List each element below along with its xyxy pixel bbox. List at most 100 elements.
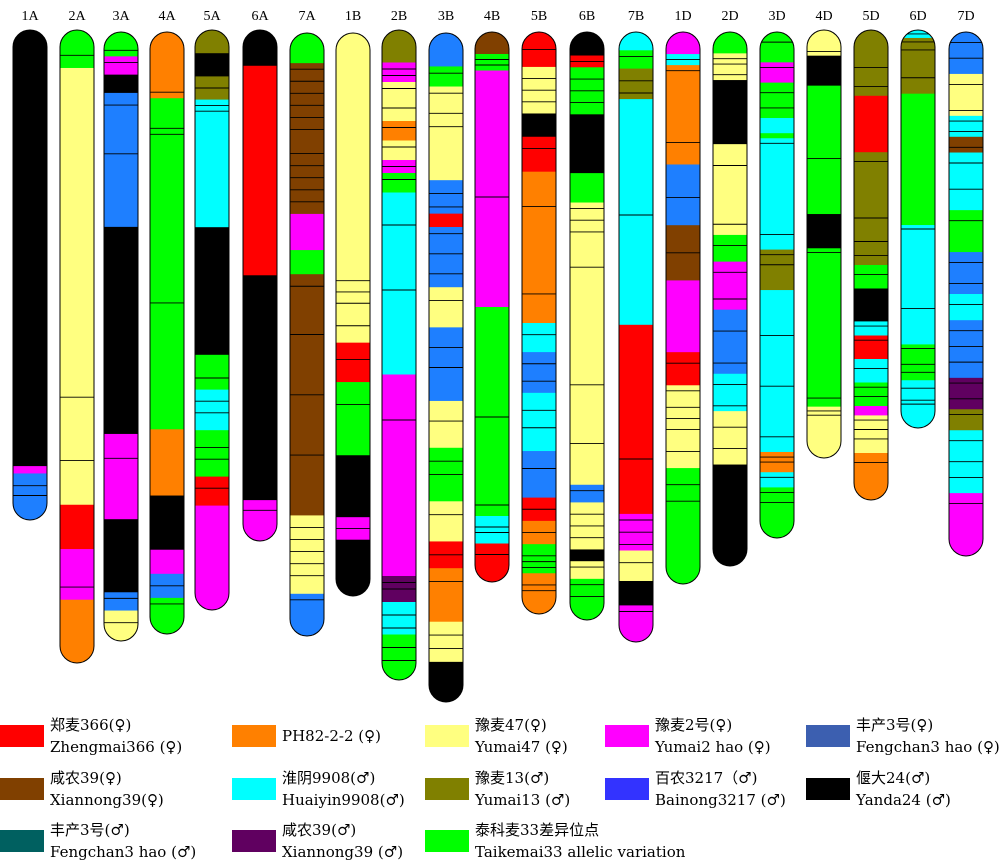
chromosome-band — [949, 493, 983, 556]
legend-swatch — [605, 725, 649, 747]
chromosome-band — [475, 543, 509, 582]
legend-swatch — [232, 725, 276, 747]
legend-label-en: Yumai47 (♀) — [475, 738, 568, 756]
chromosome-band — [854, 95, 888, 153]
chromosome-1D — [666, 32, 700, 584]
chromosome-band — [195, 53, 229, 77]
legend-swatch — [0, 778, 44, 800]
chromosome-band — [760, 487, 794, 538]
chromosome-band — [290, 33, 324, 64]
chromosome-band — [619, 324, 653, 515]
legend-label-cn: 丰产3号(♂) — [50, 821, 130, 839]
chromosome-band — [854, 415, 888, 454]
chromosome-6B — [570, 32, 604, 620]
chromosome-label: 6D — [909, 9, 926, 24]
chromosome-band — [382, 62, 416, 83]
chromosome-label: 2D — [721, 9, 738, 24]
chromosome-outline — [759, 31, 795, 539]
chromosome-band — [195, 99, 229, 228]
chromosome-outline — [149, 31, 185, 635]
chromosome-band — [522, 323, 556, 353]
chromosome-outline — [12, 29, 48, 521]
chromosome-band — [760, 32, 794, 63]
chromosome-band — [290, 213, 324, 251]
legend-label-cn: 丰产3号(♀) — [856, 716, 934, 734]
chromosome-label: 6B — [579, 9, 595, 24]
chromosome-band — [760, 133, 794, 139]
chromosome-band — [290, 515, 324, 595]
chromosome-band — [60, 67, 94, 506]
chromosome-6D — [901, 30, 935, 428]
legend-swatch — [425, 830, 469, 852]
chromosome-band — [570, 355, 604, 486]
chromosome-band — [854, 382, 888, 407]
chromosome-band — [429, 400, 463, 449]
chromosome-label: 6A — [251, 9, 269, 24]
chromosome-outline — [194, 29, 230, 611]
chromosome-3B — [429, 33, 463, 702]
chromosome-label: 4D — [815, 9, 832, 24]
chromosome-band — [104, 32, 138, 57]
chromosome-band — [713, 53, 747, 81]
chromosome-band — [666, 164, 700, 226]
chromosome-band — [475, 70, 509, 308]
chromosome-7B — [619, 32, 653, 642]
chromosome-band — [713, 261, 747, 311]
legend-label-en: Fengchan3 hao (♂) — [50, 843, 197, 861]
chromosome-outline — [474, 31, 510, 583]
legend-label-cn: 咸农39(♂) — [282, 821, 357, 839]
chromosome-band — [760, 138, 794, 251]
chromosome-outline — [948, 31, 984, 557]
chromosome-label: 1A — [21, 9, 39, 24]
chromosome-band — [429, 501, 463, 542]
legend-label-cn: 豫麦13(♂) — [475, 769, 550, 787]
chromosome-band — [429, 568, 463, 623]
chromosome-band — [619, 99, 653, 326]
chromosome-band — [104, 592, 138, 612]
chromosome-band — [522, 451, 556, 499]
chromosome-band — [150, 495, 184, 551]
chromosome-band — [104, 226, 138, 435]
chromosome-band — [570, 561, 604, 580]
legend-label-en: Fengchan3 hao (♀) — [856, 738, 1000, 756]
chromosome-label: 3A — [112, 9, 130, 24]
legend-swatch — [425, 778, 469, 800]
chromosome-band — [901, 37, 935, 95]
legend-label-cn: 咸农39(♀) — [50, 769, 122, 787]
chromosome-5D — [854, 30, 888, 500]
chromosome-1A — [13, 30, 47, 520]
legend-label-en: Taikemai33 allelic variation — [475, 843, 686, 861]
chromosome-band — [713, 144, 747, 236]
chromosome-2D — [713, 32, 747, 566]
chromosome-band — [522, 352, 556, 394]
legend-label-en: Xiannong39(♀) — [50, 791, 164, 809]
chromosome-label: 3B — [438, 9, 454, 24]
chromosome-band — [336, 33, 370, 344]
legend-label-en: Huaiyin9908(♂) — [282, 791, 405, 809]
chromosome-band — [104, 92, 138, 228]
chromosome-label: 7D — [957, 9, 974, 24]
chromosome-band — [60, 30, 94, 69]
chromosome-6A — [243, 30, 277, 541]
chromosome-band — [619, 32, 653, 51]
chromosome-band — [666, 32, 700, 55]
chromosome-band — [760, 249, 794, 291]
chromosome-outline — [665, 31, 701, 585]
chromosome-label: 5A — [203, 9, 221, 24]
chromosome-outline — [521, 31, 557, 615]
chromosome-band — [760, 82, 794, 119]
chromosome-band — [522, 573, 556, 614]
chromosome-band — [104, 433, 138, 520]
chromosome-band — [760, 290, 794, 453]
chromosome-band — [760, 472, 794, 488]
chromosome-band — [150, 32, 184, 69]
chromosome-band — [475, 307, 509, 517]
chromosome-4B — [475, 32, 509, 582]
chromosome-band — [570, 484, 604, 503]
legend-swatch — [232, 778, 276, 800]
chromosome-band — [807, 406, 841, 458]
chromosome-band — [522, 171, 556, 324]
chromosome-band — [854, 406, 888, 416]
chromosome-band — [713, 496, 747, 566]
chromosome-outline — [618, 31, 654, 643]
